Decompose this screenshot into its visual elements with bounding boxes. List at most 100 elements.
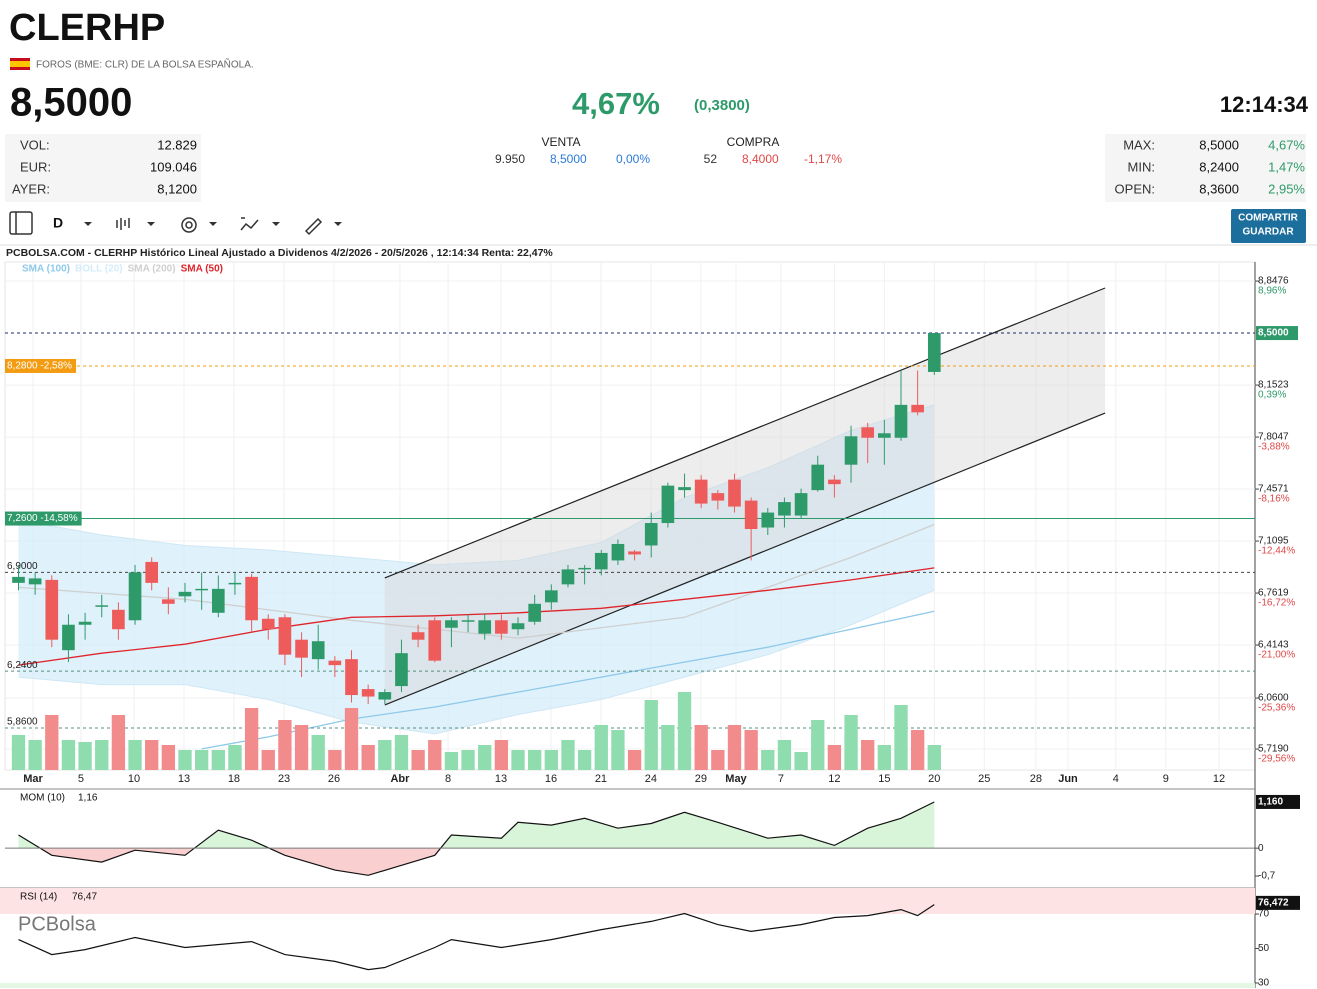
volume-bar (528, 750, 542, 770)
candle-body (62, 624, 75, 651)
last-label: 8,5000 (1258, 328, 1289, 339)
settings-icon[interactable] (181, 217, 197, 233)
candle-body (428, 620, 442, 661)
last-marker (1256, 326, 1298, 341)
x-tick-label: 20 (928, 773, 940, 785)
volume-bar (244, 708, 259, 770)
x-tick-label: 21 (595, 773, 607, 785)
volume-bar (811, 720, 825, 770)
candle-body (528, 603, 541, 622)
volume-bar (311, 735, 325, 770)
candle-body (578, 567, 591, 570)
boll-fill (18, 404, 935, 734)
volume-bar (28, 740, 42, 770)
volume-bar (777, 740, 792, 770)
volume-bar (794, 752, 808, 770)
candle-body (311, 641, 325, 660)
x-tick-label: 16 (545, 773, 557, 785)
volume-bar (45, 715, 59, 770)
x-tick-label: 5 (78, 773, 84, 785)
level-label: 6,9000 (7, 561, 38, 572)
candle-body (878, 433, 891, 438)
volume-bar (644, 700, 658, 770)
candle-body (295, 639, 308, 658)
volume-bar (95, 740, 109, 770)
volume-bar (611, 730, 625, 770)
candle-body (761, 512, 775, 528)
candle-body (644, 523, 658, 546)
x-tick-label: 25 (978, 773, 990, 785)
volume-bar (844, 715, 858, 770)
candle-body (178, 591, 192, 597)
rsi-line (18, 904, 935, 971)
y-tick-pct: -29,56% (1258, 754, 1295, 765)
venta-price: 8,5000 (550, 152, 587, 166)
chart-type-icon[interactable] (116, 218, 130, 230)
volume-bar (661, 725, 675, 770)
stat-label: VOL: (20, 137, 50, 152)
period[interactable]: D (53, 215, 63, 231)
candle-body (411, 632, 425, 640)
x-tick-label: 12 (1213, 773, 1225, 785)
volume-bar (727, 725, 742, 770)
x-tick-label: 29 (695, 773, 707, 785)
volume-bar (444, 752, 459, 770)
boll-lower (18, 589, 935, 735)
share-button-label: GUARDAR (1242, 227, 1294, 238)
x-tick-label: 9 (1163, 773, 1169, 785)
stat-pct: 4,67% (1268, 137, 1305, 152)
level-label: 5,8600 (7, 717, 38, 728)
volume-bar (378, 740, 392, 770)
stat-value: 109.046 (150, 159, 197, 174)
x-tick-label: Abr (390, 773, 410, 785)
x-tick-label: May (725, 773, 747, 785)
stat-pct: 1,47% (1268, 159, 1305, 174)
change-abs: (0,3800) (694, 97, 750, 114)
volume-bar (61, 740, 76, 770)
y-tick-pct: -16,72% (1258, 598, 1295, 609)
y-tick-label: 30 (1258, 978, 1270, 989)
y-tick-label: 70 (1258, 909, 1270, 920)
candle-body (95, 605, 109, 607)
volume-bar (261, 750, 275, 770)
legend-entry: SMA (200) (128, 264, 176, 275)
volume-bar (677, 692, 692, 770)
panel-toggle[interactable] (9, 211, 33, 235)
stat-value: 8,2400 (1199, 159, 1239, 174)
candle-body (461, 620, 475, 622)
candle-body (544, 590, 558, 603)
x-tick-label: Jun (1058, 773, 1078, 785)
stat-label: OPEN: (1115, 181, 1155, 196)
channel-lower (384, 412, 1106, 706)
share-button[interactable] (1231, 209, 1306, 243)
volume-bar (478, 745, 492, 770)
candle-body (511, 623, 525, 630)
rsi-name: RSI (14) (20, 892, 57, 903)
candle-body (794, 493, 808, 516)
volume-bar (494, 740, 509, 770)
volume-bar (228, 745, 242, 770)
chart-title: PCBOLSA.COM - CLERHP Histórico Lineal Aj… (6, 247, 553, 259)
volume-bar (194, 750, 209, 770)
candle-body (395, 653, 408, 687)
candle-body (245, 576, 258, 621)
volume-bar (361, 745, 375, 770)
toolbar (9, 211, 342, 236)
candle-body (112, 609, 125, 630)
stat-value: 8,3600 (1199, 181, 1239, 196)
y-tick-label: 0 (1258, 843, 1264, 854)
x-tick-label: 26 (328, 773, 340, 785)
candle-body (694, 479, 708, 504)
volume-bar (111, 715, 126, 770)
x-tick-label: 23 (278, 773, 290, 785)
candle-body (128, 572, 142, 621)
price: 8,5000 (10, 81, 132, 125)
draw-icon[interactable] (304, 217, 323, 236)
brand: PCBolsa (18, 913, 97, 935)
indicator-icon[interactable] (240, 217, 259, 231)
candle-body (345, 659, 358, 696)
candle-body (778, 502, 791, 516)
candle-body (28, 578, 42, 585)
mom-fill-up (18, 802, 935, 849)
candle-body (278, 617, 292, 655)
